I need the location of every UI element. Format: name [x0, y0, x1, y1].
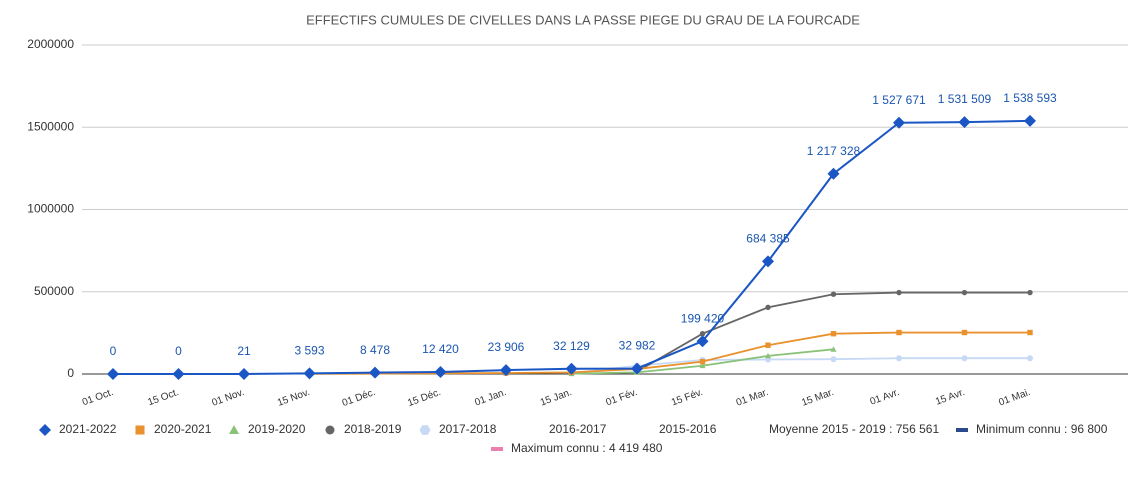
legend-marker	[39, 424, 51, 436]
value-label: 1 217 328	[807, 144, 861, 158]
point	[434, 365, 447, 378]
point	[500, 364, 512, 377]
x-tick-label: 01 Fév.	[605, 387, 639, 408]
legend-label: 2018-2019	[344, 422, 402, 436]
x-tick-label: 15 Mar.	[800, 387, 835, 409]
legend-marker	[325, 425, 335, 435]
point	[172, 368, 185, 380]
x-tick-label: 01 Mai.	[997, 387, 1032, 409]
series-line	[113, 119, 1031, 375]
value-label: 32 982	[619, 339, 656, 353]
point	[830, 291, 837, 297]
point	[107, 368, 119, 380]
legend-label: 2017-2018	[439, 422, 497, 436]
legend-label: 2019-2020	[248, 422, 306, 436]
value-label: 0	[110, 344, 117, 358]
point	[1027, 289, 1033, 296]
value-label: 23 906	[488, 340, 525, 354]
legend-label: 2020-2021	[154, 422, 212, 436]
x-tick-label: 15 Avr.	[934, 387, 966, 408]
point	[1026, 355, 1034, 362]
point	[896, 329, 902, 336]
point	[830, 330, 837, 337]
point	[565, 362, 578, 375]
legend-label: Minimum connu : 96 800	[976, 422, 1108, 436]
value-label: 199 420	[681, 311, 725, 325]
point	[762, 255, 774, 268]
legend-marker	[229, 425, 239, 434]
legend-label: Moyenne 2015 - 2019 : 756 561	[769, 422, 939, 436]
point	[238, 367, 250, 380]
y-tick-label: 1000000	[27, 202, 74, 216]
x-tick-label: 15 Oct.	[146, 387, 180, 408]
point	[1024, 114, 1036, 127]
y-tick-label: 2000000	[27, 37, 74, 51]
legend-label: 2016-2017	[549, 422, 607, 436]
x-tick-label: 01 Oct.	[81, 387, 115, 408]
point	[369, 366, 381, 379]
y-tick-label: 1500000	[27, 119, 74, 133]
point	[958, 116, 971, 129]
legend-marker	[135, 425, 145, 435]
x-tick-label: 15 Fév.	[670, 387, 704, 408]
point	[1027, 329, 1033, 336]
point	[765, 304, 771, 311]
value-label: 3 593	[294, 344, 324, 358]
value-label: 1 538 593	[1003, 91, 1057, 105]
value-label: 32 129	[553, 339, 590, 353]
point	[893, 116, 905, 129]
chart-title: EFFECTIFS CUMULES DE CIVELLES DANS LA PA…	[306, 12, 860, 27]
point	[895, 355, 903, 362]
x-tick-label: 15 Nov.	[276, 387, 311, 409]
value-label: 8 478	[360, 343, 390, 357]
point	[699, 358, 706, 365]
point	[896, 289, 902, 296]
point	[961, 355, 968, 362]
point	[827, 167, 840, 180]
x-tick-label: 01 Jan.	[473, 387, 508, 409]
point	[765, 352, 771, 359]
x-tick-label: 01 Nov.	[210, 387, 245, 409]
value-label: 684 385	[746, 232, 790, 246]
legend-marker	[956, 428, 968, 432]
point	[699, 330, 706, 337]
value-label: 1 531 509	[938, 92, 992, 106]
y-tick-label: 500000	[34, 284, 74, 298]
y-tick-label: 0	[67, 366, 74, 380]
legend-marker	[491, 447, 503, 451]
series-line	[309, 331, 1030, 375]
x-tick-label: 01 Mar.	[735, 387, 770, 409]
legend-label: Maximum connu : 4 419 480	[511, 441, 663, 455]
point	[961, 329, 968, 336]
x-tick-label: 15 Jan.	[539, 387, 574, 409]
point	[830, 356, 837, 363]
point	[699, 362, 706, 369]
value-label: 12 420	[422, 342, 459, 356]
value-label: 21	[237, 344, 251, 358]
point	[696, 335, 709, 348]
value-label: 1 527 671	[872, 93, 926, 107]
point	[765, 342, 771, 348]
x-tick-label: 01 Déc.	[341, 387, 377, 409]
point	[631, 362, 643, 375]
value-label: 0	[175, 344, 182, 358]
legend-marker	[419, 425, 431, 435]
legend-label: 2021-2022	[59, 422, 117, 436]
point	[303, 367, 316, 380]
point	[830, 346, 837, 352]
x-tick-label: 01 Avr.	[869, 387, 901, 408]
x-tick-label: 15 Déc.	[406, 387, 442, 409]
point	[961, 289, 968, 296]
legend-label: 2015-2016	[659, 422, 717, 436]
